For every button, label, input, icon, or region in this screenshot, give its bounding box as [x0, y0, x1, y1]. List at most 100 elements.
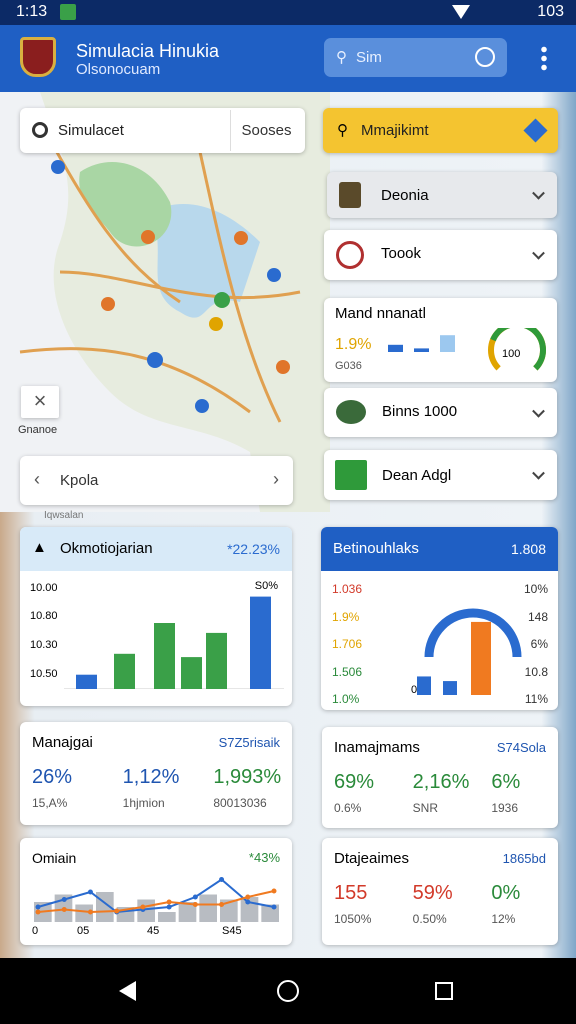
card-badge: S7Z5risaik — [218, 735, 280, 750]
map-nav[interactable]: ‹ Kpola › — [20, 456, 293, 505]
y-label: 11% — [524, 692, 548, 706]
card-title: Dtajeaimes — [334, 850, 410, 867]
gauge-label: 100 — [502, 348, 521, 360]
panel-header-text: Mmajikimt — [361, 122, 429, 139]
recent-button[interactable] — [435, 982, 453, 1000]
stat-sub: 1050% — [334, 912, 372, 926]
search-text: Sim — [356, 49, 382, 66]
right-label: S0% — [254, 580, 278, 592]
point — [271, 904, 277, 910]
right-labels: 10% 148 6% 10.8 11% — [524, 582, 548, 720]
bar — [181, 657, 202, 689]
bar-chart — [64, 596, 284, 689]
metric-card: Mand nnanatl 1.9% G036 100 — [324, 298, 557, 382]
chart-badge: *22.23% — [227, 541, 280, 557]
stat-card: Dtajeaimes 1865bd 155 1050% 59% 0.50% 0% 12% — [322, 838, 558, 945]
point — [114, 908, 120, 914]
line — [37, 878, 275, 914]
stat-value: 6% — [491, 771, 521, 793]
bar — [443, 681, 457, 695]
back-button[interactable] — [119, 981, 136, 1001]
map-pins — [51, 160, 290, 413]
stat-value: 1,993% — [213, 766, 282, 788]
x-label: S45 — [222, 925, 242, 937]
item-text: Dean Adgl — [382, 467, 452, 484]
stat-sub: 1hjmion — [122, 796, 165, 810]
y-label: 1.0% — [332, 692, 360, 706]
header-icon: ▲ — [32, 539, 47, 556]
bg-bar — [178, 902, 197, 922]
map-search[interactable]: Simulacet Sooses — [20, 108, 305, 153]
stat-sub: 0.6% — [334, 801, 362, 815]
metric-value: 1.9% — [335, 336, 372, 353]
bar — [471, 621, 491, 695]
stat-value: 59% — [412, 882, 453, 904]
chart-card: ▲ Okmotiojarian *22.23% 10.00 10.80 10.3… — [20, 527, 292, 706]
badge-icon — [523, 118, 548, 143]
point — [87, 889, 93, 895]
line-chart — [34, 877, 279, 922]
left-labels: 1.036 1.9% 1.706 1.506 1.0% — [332, 582, 362, 720]
x-label: 0 — [32, 925, 39, 937]
stat-value: 155 — [334, 882, 368, 904]
chart-title: Okmotiojarian — [60, 540, 153, 557]
stat-sub: 80013036 — [213, 796, 267, 810]
panel-header[interactable]: ⚲ Mmajikimt — [323, 108, 558, 153]
map-search-button[interactable]: Sooses — [230, 110, 302, 151]
next[interactable]: › — [273, 469, 279, 489]
point — [219, 877, 225, 882]
dropdown[interactable]: Dean Adgl — [324, 450, 557, 500]
card-badge: S74Sola — [496, 740, 546, 755]
point — [87, 909, 93, 915]
point — [271, 888, 277, 894]
map-label: Gnanoe — [18, 424, 58, 436]
app-title: Simulacia Hinukia — [76, 41, 220, 61]
stat-sub: SNR — [412, 801, 438, 815]
x-label: 45 — [147, 925, 160, 937]
point — [140, 904, 146, 910]
bg-bar — [199, 894, 217, 922]
item-icon — [339, 182, 361, 208]
stat-value: 26% — [32, 766, 73, 788]
home-button[interactable] — [277, 980, 299, 1002]
search-icon: ⚲ — [336, 49, 347, 66]
y-label: 10.50 — [30, 668, 58, 680]
map-search-text: Simulacet — [58, 122, 124, 139]
y-label: 148 — [527, 609, 548, 624]
y-label: 6% — [530, 637, 548, 651]
bar — [250, 596, 271, 689]
user-icon: ⚲ — [337, 122, 348, 139]
point — [166, 899, 172, 905]
dropdown[interactable]: Binns 1000 — [324, 388, 557, 437]
line-card: Omiain *43% 0 05 45 S45 — [20, 838, 292, 945]
map[interactable] — [0, 92, 330, 512]
map-caption: Iqwsalan — [44, 510, 84, 521]
bar — [206, 632, 227, 689]
app-subtitle: Olsonocuam — [76, 61, 161, 78]
stat-value: 1,12% — [122, 766, 180, 788]
item-icon — [335, 460, 367, 490]
logo — [20, 37, 56, 77]
bar-chart — [417, 608, 522, 695]
metric-sub: G036 — [335, 360, 362, 372]
chart-title: Betinouhlaks — [333, 540, 419, 557]
prev[interactable]: ‹ — [34, 469, 40, 489]
chart-badge: 1.808 — [510, 541, 546, 557]
location-icon — [32, 122, 48, 138]
card-title: Manajgai — [32, 734, 93, 751]
search-button[interactable] — [475, 47, 495, 67]
stat-sub: 15,A% — [32, 796, 68, 810]
search-field[interactable]: ⚲ Sim — [324, 38, 507, 77]
point — [35, 909, 41, 915]
y-label: 1.036 — [332, 582, 363, 596]
status-bar: 1:13 103 — [0, 0, 576, 25]
mini-bar — [414, 348, 429, 352]
dropdown[interactable]: Toook — [324, 230, 557, 280]
y-label: 1.506 — [332, 664, 363, 679]
item-icon — [336, 241, 364, 269]
menu[interactable] — [541, 45, 547, 71]
y-label: 1.706 — [332, 637, 363, 651]
close-button[interactable]: × — [21, 386, 59, 418]
dropdown[interactable]: Deonia — [327, 172, 557, 218]
